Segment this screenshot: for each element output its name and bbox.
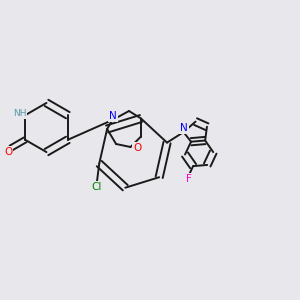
Text: N: N <box>180 123 188 133</box>
Text: F: F <box>186 174 192 184</box>
Text: N: N <box>109 111 117 122</box>
Text: Cl: Cl <box>92 182 102 192</box>
Text: O: O <box>133 142 141 153</box>
Text: NH: NH <box>13 110 26 118</box>
Text: O: O <box>4 147 13 157</box>
